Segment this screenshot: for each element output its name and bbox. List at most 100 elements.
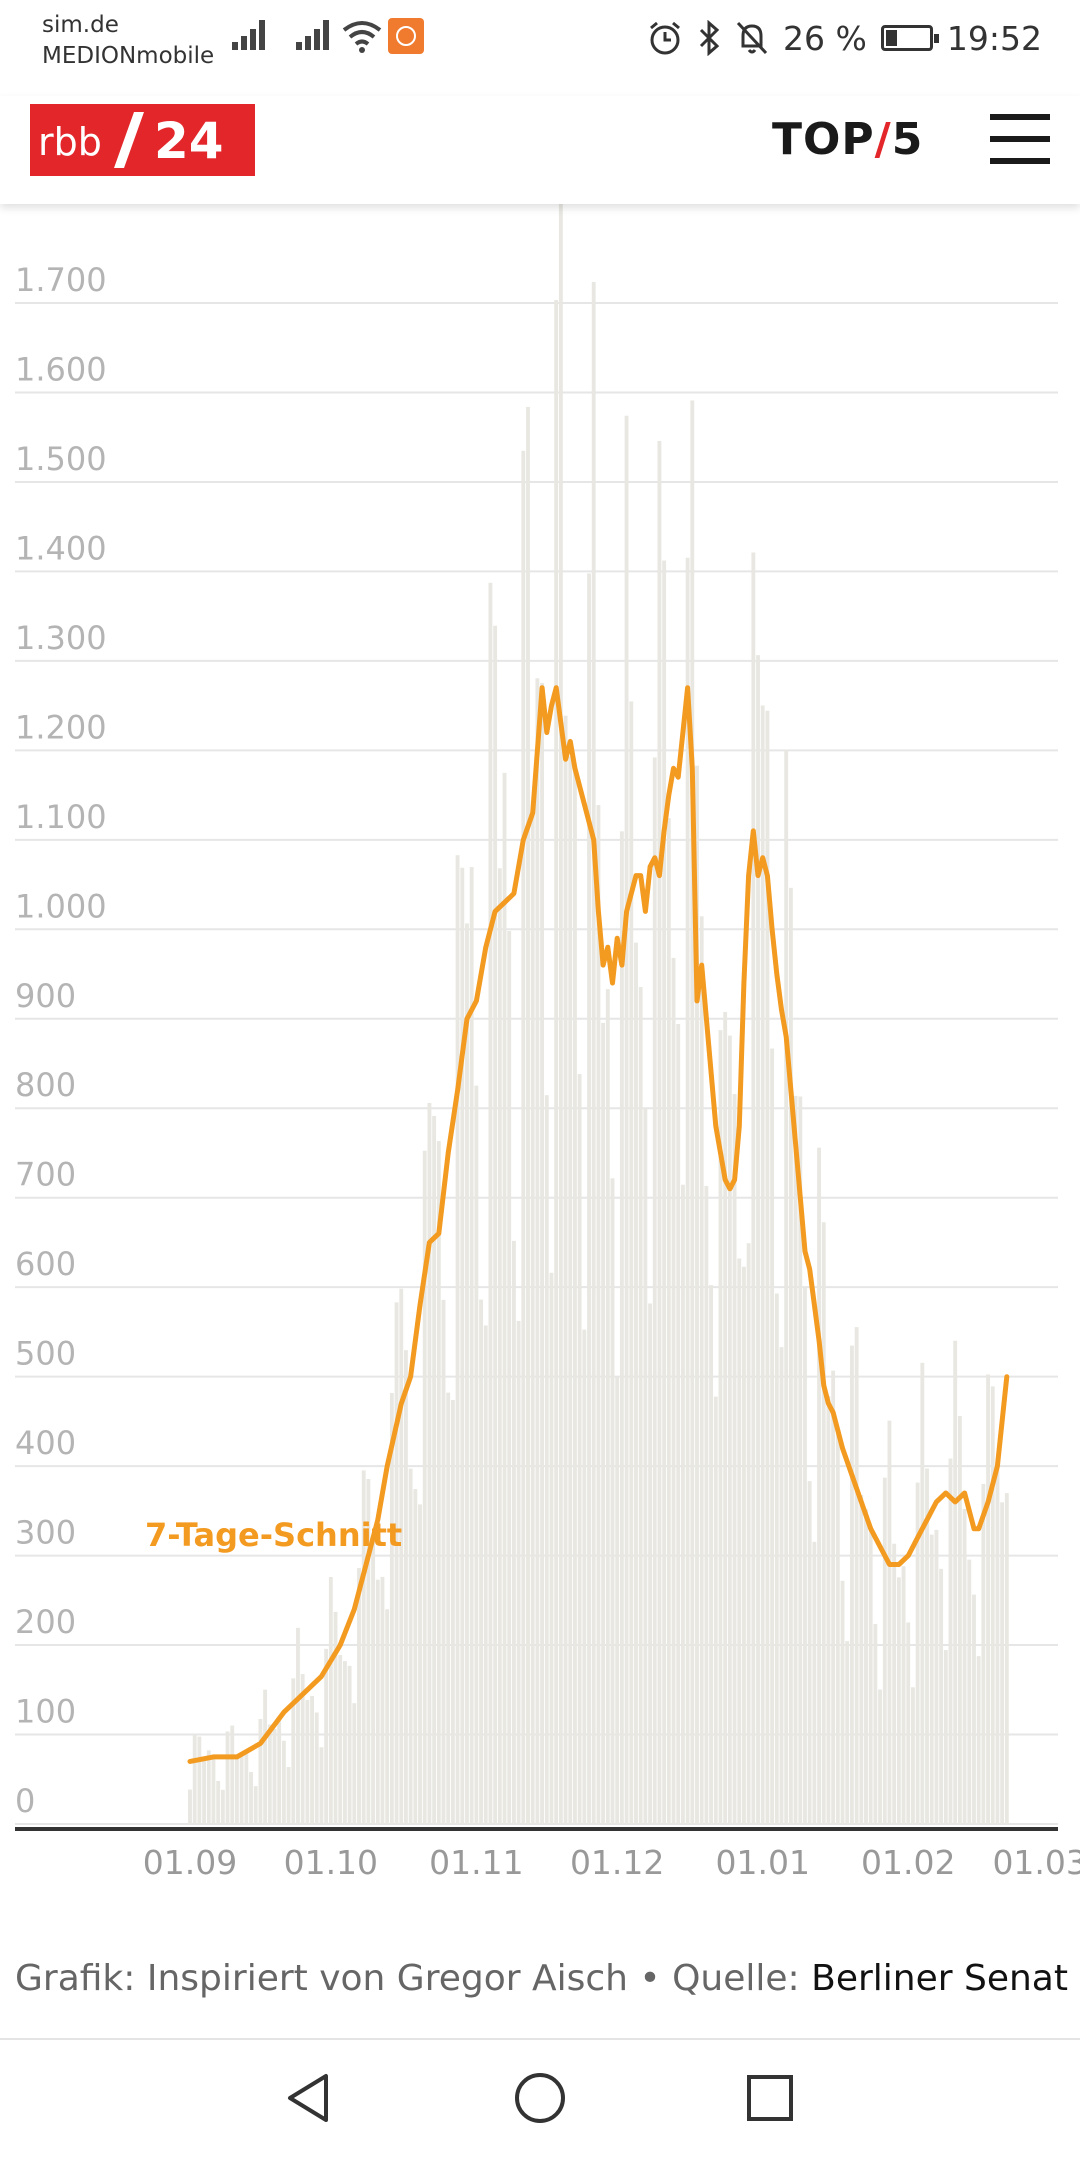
daily-bar: [479, 1299, 483, 1824]
daily-bar: [948, 1458, 953, 1824]
daily-bar: [371, 1534, 376, 1824]
daily-bar: [408, 1468, 413, 1824]
daily-bar: [535, 678, 540, 1824]
daily-bar: [511, 1240, 516, 1824]
daily-bar: [934, 1529, 939, 1824]
y-tick-label: 1.300: [15, 619, 107, 657]
daily-bar: [817, 1147, 821, 1824]
daily-bar: [249, 1772, 253, 1824]
daily-bar: [216, 1780, 221, 1824]
daily-bar: [704, 1186, 709, 1824]
daily-bar: [760, 705, 765, 1825]
daily-bar: [554, 300, 559, 1825]
carrier-name: sim.de MEDIONmobile: [42, 10, 214, 72]
daily-bar: [807, 1481, 812, 1824]
daily-bar: [784, 749, 789, 1825]
daily-bar: [436, 1141, 441, 1824]
recents-icon[interactable]: [740, 2068, 800, 2128]
daily-bar: [380, 1576, 385, 1824]
daily-bar: [460, 867, 465, 1824]
daily-bar: [286, 1767, 291, 1824]
daily-bar: [709, 1285, 714, 1824]
daily-bar: [821, 1222, 826, 1824]
y-tick-label: 1.400: [15, 529, 107, 567]
x-tick-label: 01.01: [715, 1843, 809, 1882]
x-tick-labels: 01.09 01.10 01.11 01.12 01.01 01.02 01.03: [143, 1843, 1080, 1882]
daily-bar: [962, 1509, 967, 1824]
daily-bar: [399, 1288, 404, 1824]
daily-bar: [929, 1534, 934, 1824]
daily-bar: [324, 1648, 329, 1824]
y-tick-label: 900: [15, 977, 76, 1015]
logo-24-text: 24: [154, 112, 224, 170]
top5-number: 5: [891, 114, 924, 165]
daily-bar: [943, 1650, 948, 1824]
daily-bar: [835, 1433, 840, 1824]
daily-bar: [587, 573, 591, 1824]
top5-slash: /: [874, 114, 892, 165]
daily-bar: [892, 1543, 897, 1824]
daily-bar: [375, 1579, 380, 1824]
daily-bar: [558, 204, 563, 1824]
y-tick-label: 700: [15, 1156, 76, 1194]
daily-bar: [497, 868, 502, 1824]
y-tick-label: 500: [15, 1335, 76, 1373]
daily-bar: [272, 1728, 277, 1824]
daily-bar: [911, 1687, 915, 1824]
rbb24-logo[interactable]: rbb 24: [30, 104, 255, 176]
daily-bar: [629, 701, 634, 1824]
daily-bar: [972, 1594, 976, 1824]
daily-bar: [648, 1303, 652, 1824]
daily-bar: [699, 916, 704, 1824]
daily-bar: [530, 800, 535, 1824]
logo-rbb-text: rbb: [38, 120, 102, 164]
daily-bar: [779, 1347, 784, 1824]
daily-bar: [450, 1399, 455, 1824]
series-label: 7-Tage-Schnitt: [145, 1516, 402, 1554]
logo-background: [30, 104, 255, 176]
case-chart: 0 100 200 300 400 500 600 700 800 900 1.000 1.100 1.…: [0, 204, 1080, 1904]
daily-bar: [986, 1374, 990, 1824]
daily-bar: [281, 1740, 286, 1824]
daily-bar: [258, 1719, 263, 1824]
daily-bar: [253, 1786, 258, 1824]
x-tick-label: 01.12: [570, 1843, 664, 1882]
daily-bar: [455, 855, 460, 1824]
daily-bar: [385, 1609, 390, 1824]
battery-icon: [880, 25, 939, 51]
daily-bars: [188, 204, 1009, 1825]
back-icon[interactable]: [280, 2068, 340, 2128]
y-tick-label: 1.700: [15, 261, 107, 299]
daily-bar: [671, 957, 676, 1824]
daily-bar: [549, 1272, 554, 1824]
y-tick-label: 100: [15, 1693, 76, 1731]
daily-bar: [366, 1479, 371, 1824]
daily-bar: [244, 1750, 249, 1824]
top5-link[interactable]: TOP/5: [772, 114, 923, 165]
y-tick-label: 1.100: [15, 798, 107, 836]
daily-bar: [727, 1035, 732, 1824]
daily-bar: [662, 560, 667, 1824]
daily-bar: [277, 1720, 282, 1824]
daily-bar: [666, 818, 671, 1824]
daily-bar: [220, 1789, 225, 1824]
y-tick-label: 1.500: [15, 440, 107, 478]
carrier-line-2: MEDIONmobile: [42, 43, 215, 69]
caption-source-link[interactable]: Berliner Senat: [811, 1958, 1068, 1999]
daily-bar: [404, 1350, 408, 1824]
battery-fill: [885, 30, 897, 46]
daily-bar: [859, 1494, 864, 1824]
daily-bar: [314, 1712, 319, 1824]
daily-bar: [328, 1577, 333, 1824]
daily-bar: [638, 987, 643, 1824]
home-icon[interactable]: [510, 2068, 570, 2128]
daily-bar: [563, 715, 568, 1824]
daily-bar: [690, 400, 695, 1824]
daily-bar: [267, 1724, 272, 1824]
status-bar: sim.de MEDIONmobile 26 % 19:52: [0, 0, 1080, 96]
daily-bar: [441, 1299, 446, 1824]
daily-bar: [737, 1258, 742, 1824]
hamburger-menu-icon[interactable]: [990, 114, 1050, 164]
daily-bar: [798, 1096, 803, 1824]
daily-bar: [319, 1747, 324, 1824]
